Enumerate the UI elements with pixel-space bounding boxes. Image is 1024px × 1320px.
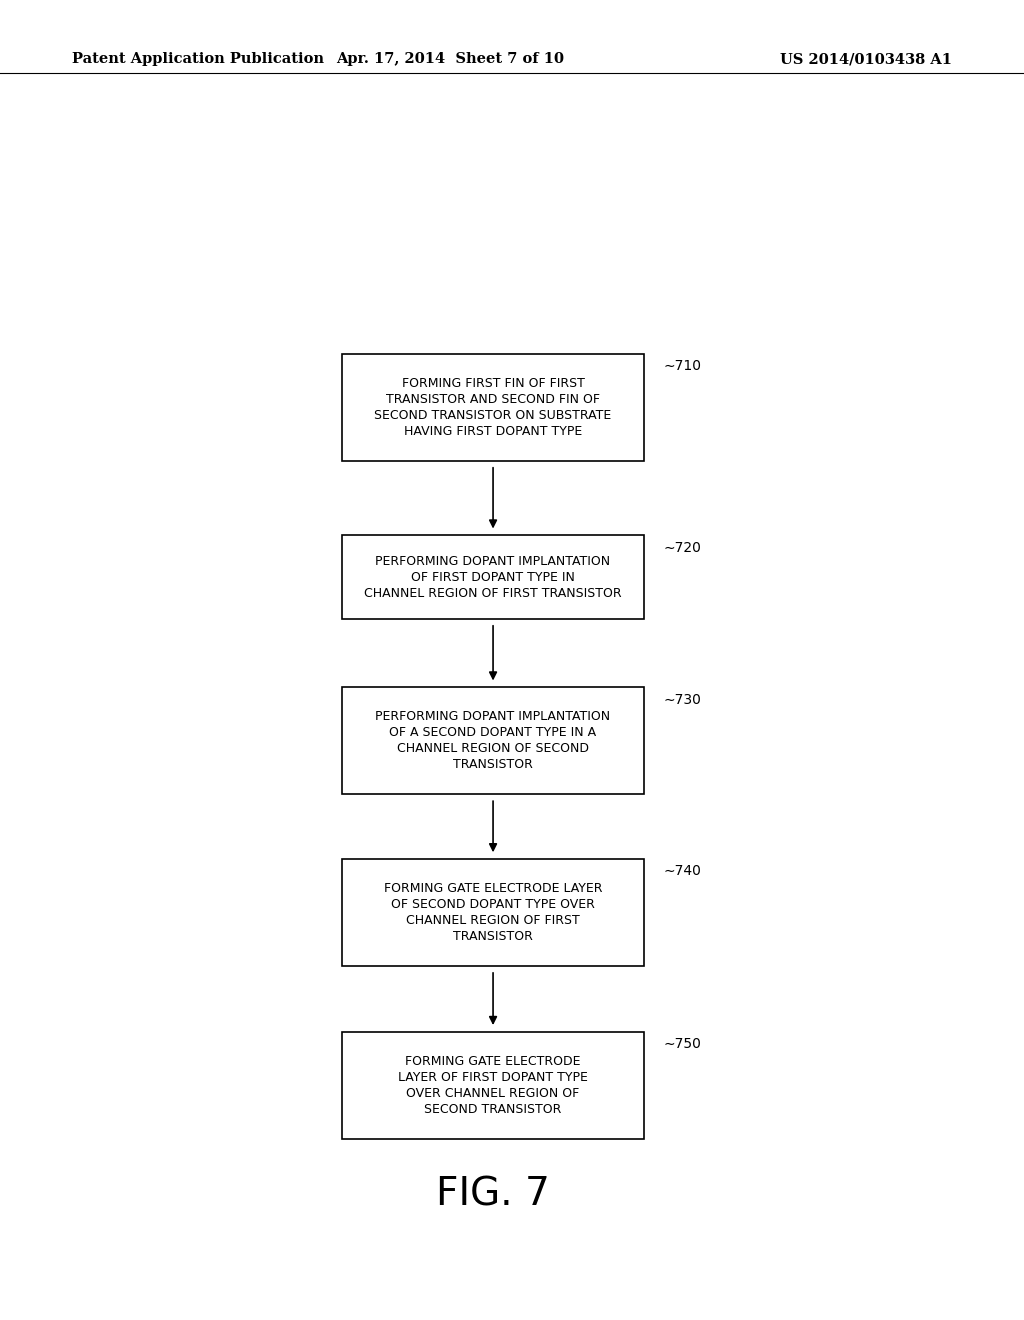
Text: ∼750: ∼750 [664, 1038, 701, 1051]
Text: ∼720: ∼720 [664, 541, 701, 554]
Bar [342, 859, 644, 966]
Text: Patent Application Publication: Patent Application Publication [72, 53, 324, 66]
Text: FORMING GATE ELECTRODE
LAYER OF FIRST DOPANT TYPE
OVER CHANNEL REGION OF
SECOND : FORMING GATE ELECTRODE LAYER OF FIRST DO… [398, 1055, 588, 1115]
Text: Apr. 17, 2014  Sheet 7 of 10: Apr. 17, 2014 Sheet 7 of 10 [337, 53, 564, 66]
Text: ∼740: ∼740 [664, 865, 701, 878]
Text: PERFORMING DOPANT IMPLANTATION
OF A SECOND DOPANT TYPE IN A
CHANNEL REGION OF SE: PERFORMING DOPANT IMPLANTATION OF A SECO… [376, 710, 610, 771]
Text: FORMING FIRST FIN OF FIRST
TRANSISTOR AND SECOND FIN OF
SECOND TRANSISTOR ON SUB: FORMING FIRST FIN OF FIRST TRANSISTOR AN… [375, 378, 611, 438]
Text: FIG. 7: FIG. 7 [436, 1176, 550, 1213]
Text: US 2014/0103438 A1: US 2014/0103438 A1 [780, 53, 952, 66]
Text: PERFORMING DOPANT IMPLANTATION
OF FIRST DOPANT TYPE IN
CHANNEL REGION OF FIRST T: PERFORMING DOPANT IMPLANTATION OF FIRST … [365, 554, 622, 599]
Bar [342, 688, 644, 795]
Bar [342, 354, 644, 461]
Text: ∼730: ∼730 [664, 693, 701, 706]
Bar [342, 536, 644, 619]
Text: ∼710: ∼710 [664, 359, 701, 374]
Text: FORMING GATE ELECTRODE LAYER
OF SECOND DOPANT TYPE OVER
CHANNEL REGION OF FIRST
: FORMING GATE ELECTRODE LAYER OF SECOND D… [384, 882, 602, 942]
Bar [342, 1032, 644, 1139]
